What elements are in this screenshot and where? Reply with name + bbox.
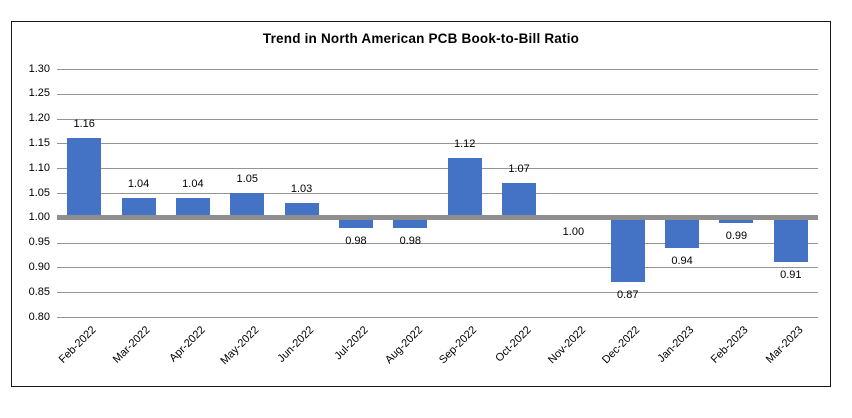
x-axis-tick-label-Apr-2022: Apr-2022 <box>166 324 208 365</box>
bar-Jul-2022 <box>338 217 373 228</box>
x-axis-tick-label-Jun-2022: Jun-2022 <box>275 324 317 365</box>
x-axis-tick-label-Jul-2022: Jul-2022 <box>332 324 371 363</box>
data-label-Mar-2022: 1.04 <box>127 177 150 190</box>
x-axis-tick-label-Sep-2022: Sep-2022 <box>436 324 480 367</box>
data-label-Feb-2023: 0.99 <box>725 229 748 242</box>
y-axis-tick-label: 1.10 <box>28 161 50 174</box>
gridline <box>57 317 818 318</box>
y-axis-tick-label: 0.95 <box>28 236 50 249</box>
y-axis-tick-label: 1.05 <box>28 186 50 199</box>
bar-Feb-2022 <box>67 138 102 218</box>
chart-title: Trend in North American PCB Book-to-Bill… <box>262 31 580 46</box>
x-axis-tick-label-Feb-2022: Feb-2022 <box>56 324 99 366</box>
x-axis-tick-label-Feb-2023: Feb-2023 <box>709 324 751 366</box>
baseline-axis <box>57 215 818 221</box>
y-axis-tick-label: 1.25 <box>28 87 50 100</box>
bar-Sep-2022 <box>447 158 482 218</box>
x-axis-tick-label-Oct-2022: Oct-2022 <box>493 324 534 365</box>
gridline <box>57 267 818 269</box>
bar-Jan-2023 <box>665 217 700 248</box>
y-axis-tick-label: 0.90 <box>28 260 50 273</box>
x-axis-tick-label-Nov-2022: Nov-2022 <box>545 324 588 367</box>
bar-Apr-2022 <box>175 197 210 218</box>
data-label-Feb-2022: 1.16 <box>73 118 95 131</box>
bar-Dec-2022 <box>610 217 645 283</box>
x-axis-tick-label-Aug-2022: Aug-2022 <box>382 324 425 367</box>
data-label-Oct-2022: 1.07 <box>508 163 530 176</box>
y-axis-tick-label: 0.80 <box>28 310 50 323</box>
gridline <box>57 118 818 120</box>
data-label-Aug-2022: 0.98 <box>399 234 422 247</box>
gridline <box>57 143 818 145</box>
gridline <box>57 168 818 170</box>
y-axis-tick-label: 1.30 <box>28 62 50 75</box>
gridline <box>57 292 818 294</box>
x-axis-tick-label-Dec-2022: Dec-2022 <box>600 324 643 367</box>
data-label-May-2022: 1.05 <box>236 173 258 185</box>
x-axis-tick-label-May-2022: May-2022 <box>218 324 262 368</box>
bar-Aug-2022 <box>393 217 428 228</box>
data-label-Nov-2022: 1.00 <box>562 225 585 238</box>
gridline <box>57 242 818 244</box>
gridline <box>57 93 818 95</box>
gridline <box>57 69 818 70</box>
y-axis-tick-label: 1.15 <box>28 136 50 149</box>
y-axis-tick-label: 1.00 <box>28 211 50 224</box>
bar-Mar-2023 <box>773 217 808 263</box>
bar-May-2022 <box>230 193 265 218</box>
chart-container: Trend in North American PCB Book-to-Bill… <box>11 21 831 387</box>
data-label-Mar-2023: 0.91 <box>780 269 802 282</box>
data-label-Jun-2022: 1.03 <box>290 182 313 195</box>
data-label-Dec-2022: 0.87 <box>617 289 639 302</box>
gridline <box>57 193 818 194</box>
data-label-Sep-2022: 1.12 <box>453 138 476 151</box>
y-axis-tick-label: 0.85 <box>28 285 50 298</box>
bar-Mar-2022 <box>121 197 156 218</box>
bar-Jun-2022 <box>284 202 319 218</box>
x-axis-tick-label-Mar-2022: Mar-2022 <box>111 324 154 366</box>
data-label-Jan-2023: 0.94 <box>671 254 693 267</box>
bar-Oct-2022 <box>502 183 537 218</box>
y-axis-tick-label: 1.20 <box>28 112 50 125</box>
data-label-Apr-2022: 1.04 <box>182 177 204 190</box>
x-axis-tick-label-Mar-2023: Mar-2023 <box>763 324 806 366</box>
data-label-Jul-2022: 0.98 <box>345 234 367 247</box>
x-axis-tick-label-Jan-2023: Jan-2023 <box>655 324 697 365</box>
